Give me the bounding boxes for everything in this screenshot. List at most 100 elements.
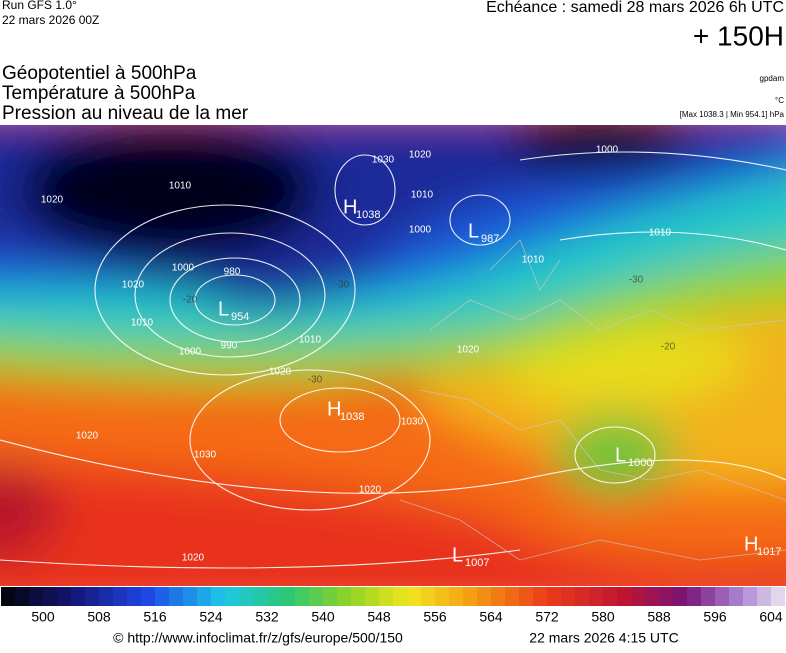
layer-title: Pression au niveau de la mer	[2, 103, 249, 124]
colorbar-swatch	[645, 587, 659, 606]
colorbar-tick-label: 604	[759, 609, 783, 625]
colorbar-swatch	[715, 587, 729, 606]
colorbar-swatch	[757, 587, 771, 606]
isobar-label: 1020	[409, 150, 432, 161]
temperature-label: -30	[308, 375, 323, 386]
colorbar-tick-label: 548	[367, 609, 391, 625]
unit: °C	[775, 96, 784, 105]
colorbar-swatch	[281, 587, 295, 606]
colorbar-swatch	[57, 587, 71, 606]
colorbar-tick-label: 556	[423, 609, 447, 625]
map	[0, 125, 786, 586]
colorbar-swatch	[309, 587, 323, 606]
colorbar-swatch	[29, 587, 43, 606]
isobar-label: 1010	[411, 190, 434, 201]
center-value: 1000	[628, 457, 652, 469]
colorbar-swatch	[239, 587, 253, 606]
temperature-label: -30	[335, 280, 350, 291]
isobar-label: 1020	[41, 195, 64, 206]
colorbar-swatch	[15, 587, 29, 606]
colorbar-swatch	[225, 587, 239, 606]
isobar-label: 1010	[522, 255, 545, 266]
colorbar-swatch	[421, 587, 435, 606]
colorbar-swatch	[85, 587, 99, 606]
colorbar-swatch	[771, 587, 785, 606]
lead-time: + 150H	[693, 20, 784, 51]
isobar-label: 1020	[457, 345, 480, 356]
colorbar-swatch	[435, 587, 449, 606]
isobar-label: 1030	[372, 155, 395, 166]
isobar-label: 1020	[182, 553, 205, 564]
colorbar-swatch	[183, 587, 197, 606]
colorbar-tick-label: 572	[535, 609, 559, 625]
colorbar-swatch	[575, 587, 589, 606]
colorbar-swatch	[631, 587, 645, 606]
colorbar-swatch	[253, 587, 267, 606]
colorbar-tick-label: 532	[255, 609, 279, 625]
colorbar-swatch	[169, 587, 183, 606]
colorbar-swatch	[701, 587, 715, 606]
isobar-label: 1020	[269, 367, 292, 378]
isobar-label: 980	[224, 267, 241, 278]
run-date: 22 mars 2026 00Z	[2, 13, 99, 27]
colorbar-swatch	[99, 587, 113, 606]
colorbar-swatch	[533, 587, 547, 606]
colorbar-swatch	[449, 587, 463, 606]
isobar-label: 1000	[409, 225, 432, 236]
colorbar-tick-label: 580	[591, 609, 615, 625]
center-value: 1038	[356, 209, 380, 221]
colorbar-swatch	[659, 587, 673, 606]
colorbar-swatch	[547, 587, 561, 606]
center-letter: L	[218, 298, 229, 320]
colorbar-swatch	[505, 587, 519, 606]
colorbar-tick-label: 524	[199, 609, 223, 625]
colorbar-swatch	[337, 587, 351, 606]
colorbar-swatch	[71, 587, 85, 606]
colorbar-swatch	[561, 587, 575, 606]
colorbar-tick-label: 596	[703, 609, 727, 625]
isobar-label: 1010	[169, 181, 192, 192]
isobar-label: 1020	[76, 431, 99, 442]
colorbar-swatch	[141, 587, 155, 606]
center-letter: L	[615, 444, 626, 466]
colorbar-swatch	[267, 587, 281, 606]
temperature-label: -30	[629, 275, 644, 286]
colorbar-tick-label: 516	[143, 609, 167, 625]
colorbar-swatch	[603, 587, 617, 606]
colorbar-tick-label: 588	[647, 609, 671, 625]
colorbar-swatch	[743, 587, 757, 606]
center-value: 987	[481, 233, 499, 245]
colorbar-swatch	[491, 587, 505, 606]
colorbar-swatch	[589, 587, 603, 606]
colorbar-swatch	[687, 587, 701, 606]
center-letter: H	[744, 533, 758, 555]
center-value: 1007	[465, 557, 489, 569]
source-url: © http://www.infoclimat.fr/z/gfs/europe/…	[113, 630, 403, 646]
layer-title: Température à 500hPa	[2, 83, 196, 104]
isobar-label: 1020	[359, 485, 382, 496]
center-letter: L	[468, 220, 479, 242]
colorbar-swatch	[617, 587, 631, 606]
colorbar-swatch	[323, 587, 337, 606]
run-label: Run GFS 1.0°	[2, 0, 77, 12]
center-letter: H	[327, 398, 341, 420]
isobar-label: 1000	[596, 145, 619, 156]
isobar-label: 1000	[179, 347, 202, 358]
colorbar-swatch	[127, 587, 141, 606]
center-value: 1017	[757, 546, 781, 558]
isobar-label: 1010	[299, 335, 322, 346]
colorbar-swatch	[463, 587, 477, 606]
colorbar-swatch	[729, 587, 743, 606]
colorbar-tick-label: 508	[87, 609, 111, 625]
unit: gpdam	[760, 74, 785, 83]
colorbar-swatch	[43, 587, 57, 606]
forecast-time: Echéance : samedi 28 mars 2026 6h UTC	[486, 0, 784, 16]
colorbar-swatch	[393, 587, 407, 606]
colorbar-tick-label: 564	[479, 609, 503, 625]
temperature-label: -20	[661, 342, 676, 353]
colorbar-swatch	[379, 587, 393, 606]
isobar-label: 1020	[122, 280, 145, 291]
center-value: 1038	[340, 411, 364, 423]
isobar-label: 990	[221, 341, 238, 352]
